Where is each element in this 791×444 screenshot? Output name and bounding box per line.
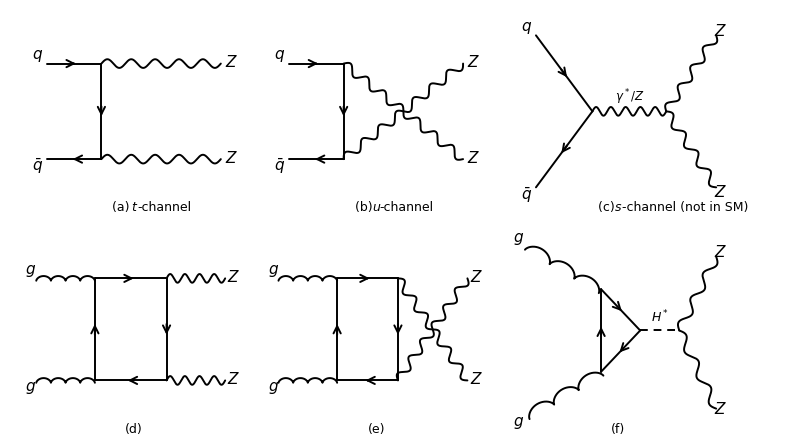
Text: $\bar{q}$: $\bar{q}$ [32,157,43,176]
Text: $g$: $g$ [513,415,524,431]
Text: $\bar{q}$: $\bar{q}$ [274,157,285,176]
Text: s: s [615,202,622,214]
Text: $Z$: $Z$ [225,55,238,71]
Text: $Z$: $Z$ [470,371,483,387]
Text: (a): (a) [112,202,134,214]
Text: $g$: $g$ [267,380,278,396]
Text: t: t [131,202,136,214]
Text: $H^*$: $H^*$ [651,309,669,326]
Text: $q$: $q$ [520,20,532,36]
Text: (d): (d) [125,423,143,436]
Text: $Z$: $Z$ [714,23,727,39]
Text: -channel: -channel [137,202,191,214]
Text: $Z$: $Z$ [467,55,480,71]
Text: -channel: -channel [380,202,433,214]
Text: (f): (f) [611,423,626,436]
Text: $g$: $g$ [25,380,36,396]
Text: $Z$: $Z$ [714,400,727,416]
Text: $q$: $q$ [32,48,43,64]
Text: -channel (not in SM): -channel (not in SM) [622,202,748,214]
Text: $g$: $g$ [25,263,36,279]
Text: $Z$: $Z$ [467,150,480,166]
Text: u: u [373,202,380,214]
Text: $Z$: $Z$ [227,269,240,285]
Text: $g$: $g$ [267,263,278,279]
Text: (c): (c) [598,202,619,214]
Text: $q$: $q$ [274,48,285,64]
Text: $Z$: $Z$ [714,244,727,260]
Text: $Z$: $Z$ [714,184,727,200]
Text: $\gamma^*/Z$: $\gamma^*/Z$ [615,87,644,107]
Text: $Z$: $Z$ [470,269,483,285]
Text: (b): (b) [354,202,377,214]
Text: $\bar{q}$: $\bar{q}$ [520,186,532,205]
Text: $Z$: $Z$ [227,371,240,387]
Text: $g$: $g$ [513,231,524,247]
Text: (e): (e) [368,423,385,436]
Text: $Z$: $Z$ [225,150,238,166]
